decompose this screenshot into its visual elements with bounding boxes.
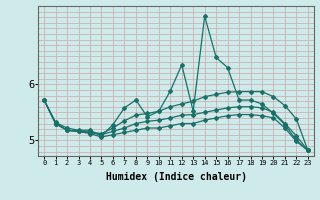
X-axis label: Humidex (Indice chaleur): Humidex (Indice chaleur) [106,172,246,182]
